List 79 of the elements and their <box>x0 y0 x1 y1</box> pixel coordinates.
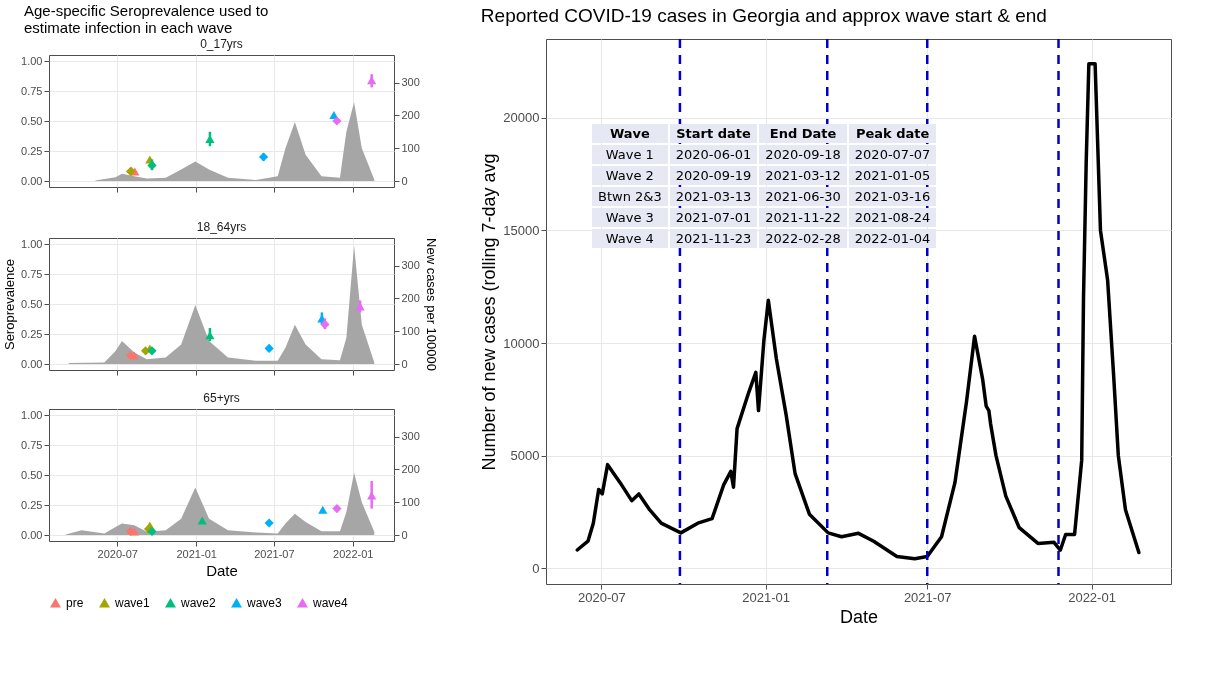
y-tick-label: 5000 <box>510 448 540 464</box>
x-tick-label: 2020-07 <box>578 589 626 605</box>
annotation: 2022-02-28 <box>759 229 847 248</box>
y-tick-label: 10000 <box>503 335 540 351</box>
y-tick-label: 0.75 <box>21 438 43 451</box>
annotation: 2020-07-07 <box>848 145 937 164</box>
annotation: Btwn 2&3 <box>592 187 668 206</box>
chart-title: Age-specific Seroprevalence used to estimate infection in each wave <box>24 2 270 36</box>
annotation: Wave 3 <box>592 208 668 227</box>
y-tick-label: 0.50 <box>21 114 43 127</box>
y-tick-label: 20000 <box>503 110 540 126</box>
y-tick-label: 1.00 <box>21 54 43 67</box>
annotation: Peak date <box>848 124 937 143</box>
legend-label: wave1 <box>114 595 151 610</box>
y-tick-label: 1.00 <box>21 408 43 421</box>
x-tick-label: 2021-07 <box>903 589 952 605</box>
x-tick-label: 2021-01 <box>742 589 790 605</box>
annotation: Start date <box>669 124 758 143</box>
y2-tick-label: 200 <box>401 291 420 304</box>
y-tick-label: 0.50 <box>21 297 43 310</box>
annotation: 2021-07-01 <box>669 208 758 227</box>
y2-tick-label: 100 <box>401 141 420 154</box>
annotation: 2022-01-04 <box>848 229 937 248</box>
annotation: Wave 4 <box>592 229 668 248</box>
annotation: Wave <box>592 124 668 143</box>
legend-label: pre <box>66 595 84 610</box>
y2-tick-label: 0 <box>401 174 408 187</box>
y-tick-label: 0.25 <box>21 327 43 340</box>
annotation: 2021-03-16 <box>848 187 937 206</box>
annotation: 2021-08-24 <box>848 208 937 227</box>
y-tick-label: 0 <box>532 560 540 576</box>
y-tick-label: 15000 <box>503 222 540 238</box>
annotation: 2020-09-18 <box>759 145 847 164</box>
y-tick-label: 0.25 <box>21 144 43 157</box>
y2-tick-label: 200 <box>401 462 420 475</box>
y2-tick-label: 300 <box>401 76 420 89</box>
annotation: 2020-09-19 <box>669 166 758 185</box>
y-tick-label: 0.75 <box>21 84 43 97</box>
chart-subtitle: 18_64yrs <box>196 219 247 234</box>
y-tick-label: 0.75 <box>21 267 43 280</box>
x-tick-label: 2022-01 <box>1068 589 1116 605</box>
annotation: 2021-01-05 <box>848 166 937 185</box>
y-axis-title: Seroprevalence <box>2 258 18 351</box>
y2-tick-label: 200 <box>401 108 420 121</box>
y2-tick-label: 300 <box>401 259 420 272</box>
annotation: End Date <box>759 124 847 143</box>
y-tick-label: 0.00 <box>21 357 43 370</box>
annotation: 2021-11-22 <box>759 208 847 227</box>
x-tick-label: 2021-07 <box>254 547 295 560</box>
y2-tick-label: 300 <box>401 430 420 443</box>
chart-subtitle: 0_17yrs <box>200 37 243 51</box>
legend-label: wave3 <box>246 595 283 610</box>
annotation: 2020-06-01 <box>669 145 758 164</box>
annotation: Wave 2 <box>592 166 668 185</box>
y2-axis-title: New cases per 100000 <box>423 238 439 371</box>
y-tick-label: 0.00 <box>21 174 43 187</box>
y-tick-label: 0.25 <box>21 498 43 511</box>
x-axis-title: Date <box>839 606 879 627</box>
annotation: 2021-03-13 <box>669 187 758 206</box>
y-tick-label: 0.00 <box>21 528 43 541</box>
y2-tick-label: 100 <box>401 324 420 337</box>
y2-tick-label: 100 <box>401 495 420 508</box>
legend-label: wave4 <box>312 595 349 610</box>
x-axis-title: Date <box>206 561 238 579</box>
chart-subtitle: 65+yrs <box>203 391 240 405</box>
y-tick-label: 0.50 <box>21 468 43 481</box>
legend-label: wave2 <box>180 595 217 610</box>
annotation: Wave 1 <box>592 145 668 164</box>
y2-tick-label: 0 <box>401 528 408 541</box>
x-tick-label: 2020-07 <box>97 547 138 560</box>
x-tick-label: 2021-01 <box>176 547 217 560</box>
annotation: 2021-11-23 <box>669 229 758 248</box>
y-tick-label: 1.00 <box>21 237 43 250</box>
annotation: 2021-06-30 <box>759 187 847 206</box>
annotation: 2021-03-12 <box>759 166 847 185</box>
chart-title: Reported COVID-19 cases in Georgia and approx wave start & end <box>480 4 1047 26</box>
y-axis-title: Number of new cases (rolling 7-day avg <box>479 153 500 471</box>
y2-tick-label: 0 <box>401 357 408 370</box>
x-tick-label: 2022-01 <box>333 547 374 560</box>
